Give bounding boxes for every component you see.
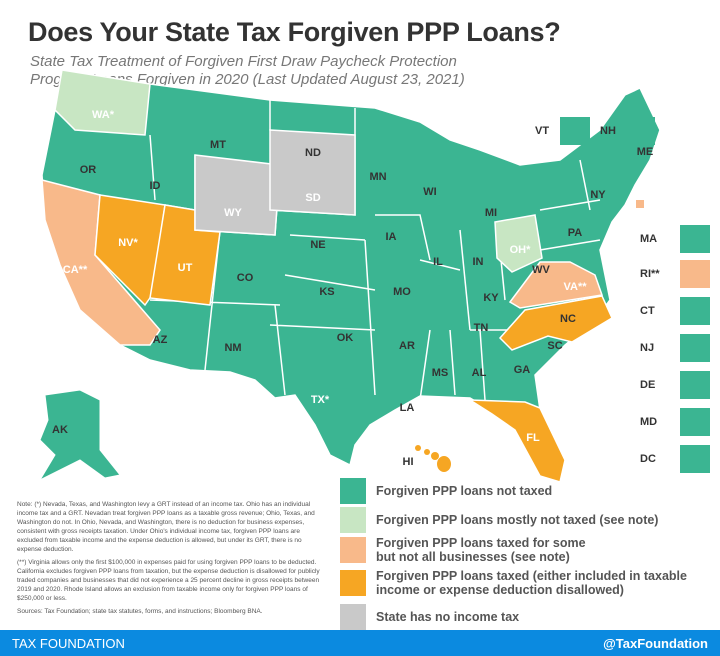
swatch-DC (680, 445, 710, 473)
label-TX: TX* (310, 394, 330, 406)
label-AK: AK (52, 424, 68, 436)
label-SD: SD (305, 192, 321, 204)
label-TN: TN (473, 322, 489, 334)
label-ID: ID (149, 180, 161, 192)
state-WY (194, 154, 281, 236)
label-WY: WY (224, 207, 242, 219)
label-KS: KS (319, 286, 335, 298)
label-FL: FL (526, 432, 540, 444)
label-MS: MS (431, 367, 449, 379)
state-WA (54, 69, 151, 136)
label-MO: MO (393, 286, 411, 298)
label-CT: CT (640, 305, 655, 317)
label-ME: ME (636, 146, 654, 158)
label-KY: KY (483, 292, 499, 304)
state-FL (467, 399, 566, 483)
label-GA: GA (513, 364, 531, 376)
sources: Sources: Tax Foundation; state tax statu… (17, 608, 263, 615)
label-AZ: AZ (152, 334, 168, 346)
legend-swatch (340, 604, 366, 630)
note-1: Note: (*) Nevada, Texas, and Washington … (17, 501, 315, 553)
label-MN: MN (369, 171, 387, 183)
label-AR: AR (399, 340, 415, 352)
legend-label: Forgiven PPP loans taxed (either include… (376, 569, 687, 597)
label-LA: LA (399, 402, 415, 414)
state-NC (498, 295, 613, 351)
page-title: Does Your State Tax Forgiven PPP Loans? (28, 17, 561, 47)
state-RI (636, 200, 644, 208)
swatch-RI (680, 260, 710, 288)
swatch-CT (680, 297, 710, 325)
state-SD (269, 129, 356, 216)
legend-item: State has no income tax (340, 604, 519, 630)
state-NV (94, 194, 166, 307)
label-NC: NC (560, 313, 576, 325)
label-HI: HI (402, 456, 414, 468)
swatch-NH (625, 117, 655, 145)
footer: TAX FOUNDATION @TaxFoundation (0, 630, 720, 656)
label-VA: VA** (563, 281, 587, 293)
legend-label: State has no income tax (376, 610, 520, 624)
legend-item: Forgiven PPP loans mostly not taxed (see… (340, 507, 658, 533)
swatch-VT (560, 117, 590, 145)
legend-swatch (340, 537, 366, 563)
state-HI (415, 445, 451, 472)
label-WI: WI (423, 186, 437, 198)
label-MD: MD (640, 416, 658, 428)
state-VA (508, 261, 604, 309)
label-NJ: NJ (640, 342, 655, 354)
swatch-DE (680, 371, 710, 399)
label-ND: ND (305, 147, 321, 159)
label-CA: CA** (62, 264, 88, 276)
legend-swatch (340, 507, 366, 533)
notes: Note: (*) Nevada, Texas, and Washington … (17, 500, 322, 620)
label-NE: NE (310, 239, 326, 251)
legend-item: Forgiven PPP loans taxed for some but no… (340, 536, 606, 564)
label-NV: NV* (118, 237, 138, 249)
footer-handle: @TaxFoundation (603, 636, 708, 651)
legend-swatch (340, 478, 366, 504)
swatch-MD (680, 408, 710, 436)
state-OH (494, 214, 543, 273)
swatch-NJ (680, 334, 710, 362)
label-IN: IN (472, 256, 484, 268)
footer-brand: TAX FOUNDATION (12, 636, 125, 651)
state-AK (38, 389, 121, 482)
swatch-MA (680, 225, 710, 253)
label-DC: DC (640, 453, 656, 465)
legend-swatch (340, 570, 366, 596)
label-MI: MI (484, 207, 498, 219)
label-IL: IL (433, 256, 443, 268)
label-SC: SC (547, 340, 563, 352)
label-OK: OK (336, 332, 354, 344)
legend-label: Forgiven PPP loans mostly not taxed (see… (376, 513, 659, 527)
label-UT: UT (177, 262, 193, 274)
label-AL: AL (471, 367, 487, 379)
label-NM: NM (224, 342, 242, 354)
label-VT: VT (535, 125, 550, 137)
label-WA: WA* (92, 109, 114, 121)
note-2: (**) Virginia allows only the first $100… (17, 559, 320, 602)
legend-label: Forgiven PPP loans taxed for some but no… (376, 536, 586, 564)
legend-label: Forgiven PPP loans not taxed (376, 484, 553, 498)
label-OH: OH* (509, 244, 531, 256)
label-OR: OR (79, 164, 97, 176)
legend-item: Forgiven PPP loans not taxed (340, 478, 552, 504)
label-CO: CO (236, 272, 254, 284)
label-WV: WV (532, 264, 550, 276)
label-DE: DE (640, 379, 656, 391)
label-MA: MA (640, 233, 658, 245)
label-MT: MT (210, 139, 226, 151)
label-PA: PA (567, 227, 583, 239)
label-NY: NY (590, 189, 606, 201)
legend-item: Forgiven PPP loans taxed (either include… (340, 569, 716, 597)
label-NH: NH (600, 125, 616, 137)
label-RI: RI** (640, 268, 660, 280)
label-IA: IA (385, 231, 397, 243)
